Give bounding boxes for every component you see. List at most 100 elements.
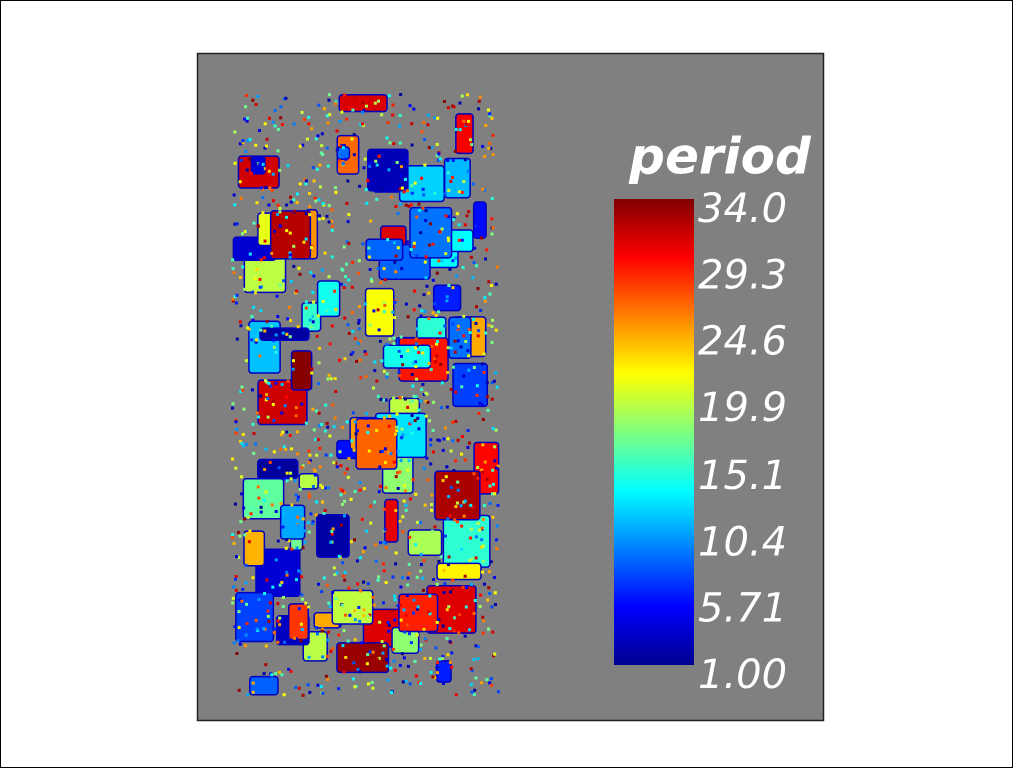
- field-speck: [404, 503, 408, 507]
- field-speck: [304, 182, 308, 186]
- field-speck: [285, 538, 289, 542]
- colorbar-tick-label: 24.6: [698, 319, 787, 365]
- field-speck: [382, 310, 386, 314]
- field-speck: [492, 654, 496, 658]
- field-speck: [452, 218, 456, 222]
- field-speck: [233, 130, 237, 134]
- field-speck: [475, 305, 479, 309]
- field-speck: [364, 375, 368, 379]
- field-speck: [289, 471, 293, 475]
- field-speck: [254, 143, 258, 147]
- field-speck: [287, 667, 291, 671]
- field-speck: [398, 470, 402, 474]
- field-speck: [488, 501, 492, 505]
- field-speck: [279, 433, 283, 437]
- field-speck: [480, 403, 484, 407]
- field-patch: [398, 593, 439, 633]
- field-speck: [330, 224, 334, 228]
- field-speck: [382, 507, 386, 511]
- field-speck: [480, 538, 484, 542]
- field-patch: [382, 344, 432, 369]
- field-speck: [481, 144, 485, 148]
- field-speck: [239, 475, 243, 479]
- field-speck: [238, 142, 242, 146]
- field-speck: [480, 236, 484, 240]
- field-speck: [438, 157, 442, 161]
- field-speck: [327, 204, 331, 208]
- field-speck: [300, 402, 304, 406]
- field-speck: [408, 682, 412, 686]
- field-speck: [372, 660, 376, 664]
- field-speck: [353, 490, 357, 494]
- field-speck: [256, 162, 260, 166]
- field-speck: [318, 185, 322, 189]
- field-speck: [338, 624, 342, 628]
- field-speck: [482, 370, 486, 374]
- field-speck: [282, 445, 286, 449]
- field-speck: [367, 449, 371, 453]
- field-speck: [385, 372, 389, 376]
- field-speck: [360, 110, 364, 114]
- field-speck: [463, 158, 467, 162]
- field-speck: [451, 365, 455, 369]
- field-speck: [264, 490, 268, 494]
- field-speck: [465, 214, 469, 218]
- field-speck: [308, 459, 312, 463]
- field-speck: [321, 152, 325, 156]
- field-speck: [362, 166, 366, 170]
- field-speck: [300, 575, 304, 579]
- field-speck: [446, 158, 450, 162]
- field-speck: [326, 377, 330, 381]
- field-speck: [307, 605, 311, 609]
- field-speck: [231, 457, 235, 461]
- field-speck: [403, 484, 407, 488]
- field-speck: [361, 550, 365, 554]
- field-speck: [371, 595, 375, 599]
- field-speck: [259, 328, 263, 332]
- field-speck: [297, 686, 301, 690]
- field-speck: [443, 324, 447, 328]
- field-speck: [421, 382, 425, 386]
- field-patch: [472, 201, 487, 239]
- field-speck: [321, 500, 325, 504]
- field-speck: [239, 196, 243, 200]
- field-speck: [488, 112, 492, 116]
- field-speck: [298, 272, 302, 276]
- field-speck: [436, 661, 440, 665]
- field-speck: [359, 123, 363, 127]
- field-speck: [399, 174, 403, 178]
- field-speck: [364, 104, 368, 108]
- field-speck: [297, 266, 301, 270]
- field-speck: [246, 516, 250, 520]
- field-speck: [399, 335, 403, 339]
- field-speck: [414, 360, 418, 364]
- field-speck: [309, 325, 313, 329]
- field-speck: [354, 432, 358, 436]
- field-speck: [449, 449, 453, 453]
- field-speck: [288, 319, 292, 323]
- field-speck: [277, 466, 281, 470]
- field-speck: [289, 200, 293, 204]
- field-speck: [315, 500, 319, 504]
- field-speck: [364, 416, 368, 420]
- field-speck: [240, 441, 244, 445]
- field-speck: [346, 179, 350, 183]
- field-speck: [387, 623, 391, 627]
- field-patch: [355, 417, 398, 470]
- field-speck: [285, 581, 289, 585]
- field-speck: [462, 119, 466, 123]
- field-speck: [327, 220, 331, 224]
- field-speck: [481, 631, 485, 635]
- field-speck: [374, 559, 378, 563]
- field-speck: [433, 116, 437, 120]
- field-speck: [274, 509, 278, 513]
- field-speck: [267, 203, 271, 207]
- field-speck: [434, 313, 438, 317]
- field-speck: [396, 212, 400, 216]
- field-speck: [351, 260, 355, 264]
- field-speck: [415, 575, 419, 579]
- field-speck: [491, 630, 495, 634]
- field-speck: [417, 408, 421, 412]
- field-speck: [447, 284, 451, 288]
- field-speck: [347, 242, 351, 246]
